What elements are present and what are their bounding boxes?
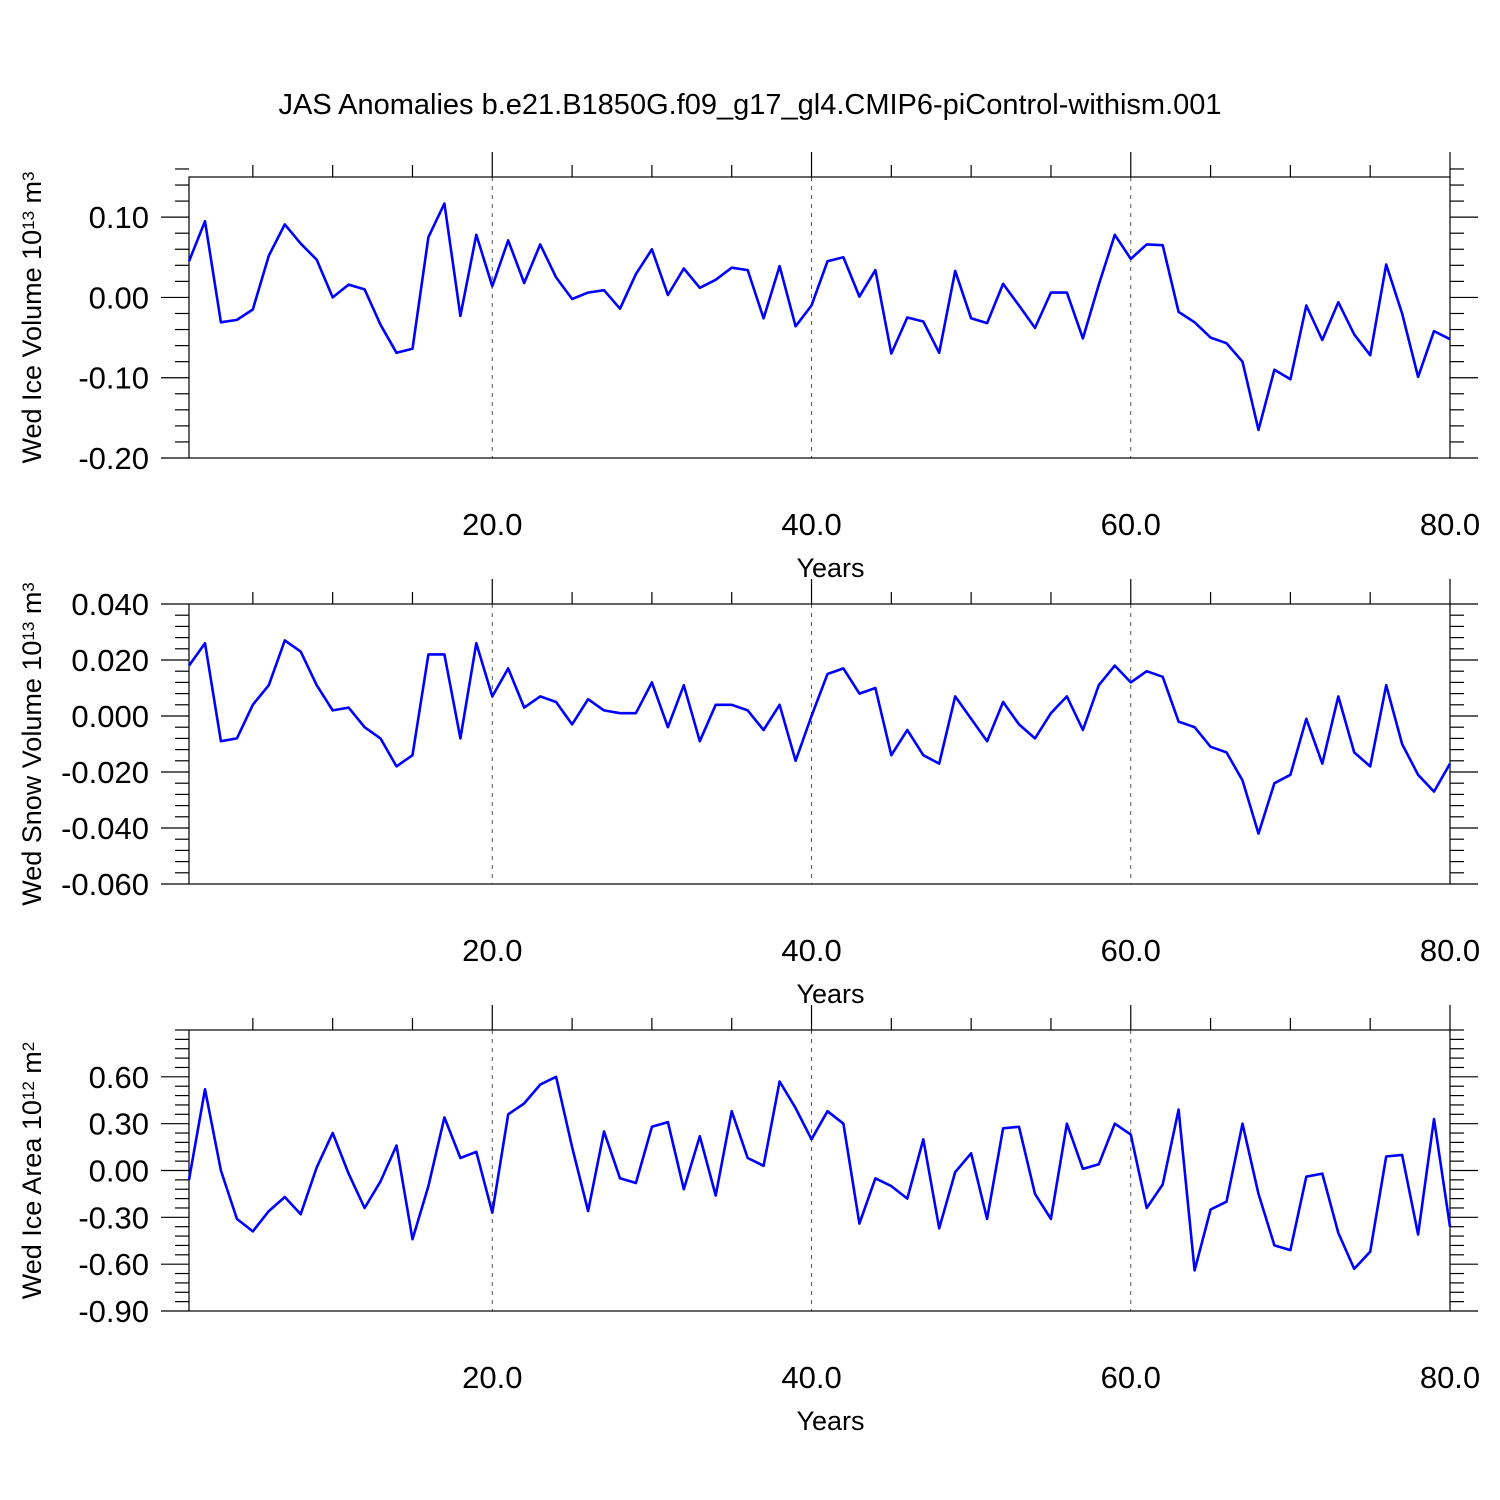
snow-volume-x-axis-label: Years (796, 979, 864, 1009)
snow-volume-ytick-label: -0.040 (61, 811, 149, 846)
snow-volume-xtick-label: 60.0 (1101, 933, 1161, 968)
snow-volume-ylabel-ylabel-unit: m (17, 592, 47, 622)
ice-volume-ytick-label: -0.20 (78, 441, 149, 476)
ice-volume-xtick-label: 60.0 (1101, 507, 1161, 542)
ice-volume-ylabel-ylabel-unit: m (17, 181, 47, 211)
ice-volume-xtick-label: 20.0 (462, 507, 522, 542)
ice-area-ytick-label: 0.00 (89, 1154, 149, 1189)
ice-volume-ylabel-ylabel-exponent: 13 (19, 211, 38, 230)
panel-snow-volume: -0.060 -0.040 -0.020 0.000 0.020 0.040 20.0 40.… (17, 579, 1480, 1009)
ice-volume-ytick-label: 0.00 (89, 280, 149, 315)
ice-area-series-line (187, 1075, 1452, 1272)
snow-volume-xtick-label: 20.0 (462, 933, 522, 968)
snow-volume-xtick-label: 80.0 (1420, 933, 1480, 968)
panel-ice-area: -0.90 -0.60 -0.30 0.00 0.30 0.60 20.0 40.0 60.0 8… (17, 1005, 1480, 1436)
ice-volume-ylabel-ylabel-unit-exponent: 3 (19, 171, 38, 180)
snow-volume-series-line (187, 639, 1452, 835)
ice-volume-xtick-label: 40.0 (781, 507, 841, 542)
ice-area-ytick-label: 0.60 (89, 1060, 149, 1095)
ice-area-ytick-label: -0.90 (78, 1294, 149, 1329)
ice-area-x-axis-label: Years (796, 1406, 864, 1436)
ice-volume-series-line (187, 202, 1451, 432)
snow-volume-plot-frame (188, 603, 1451, 885)
ice-area-ytick-label: -0.30 (78, 1200, 149, 1235)
ice-volume-ytick-label: 0.10 (89, 200, 149, 235)
snow-volume-ylabel-ylabel-exponent: 13 (19, 622, 38, 641)
ice-area-xtick-label: 60.0 (1101, 1360, 1161, 1395)
ice-area-ylabel-ylabel: Wed Ice Area 10 (17, 1100, 47, 1299)
snow-volume-y-axis-label: Wed Snow Volume 1013 m3 (17, 582, 47, 906)
ice-volume-plot-frame (188, 176, 1451, 459)
ice-area-ylabel-ylabel-exponent: 12 (19, 1081, 38, 1100)
ice-area-xtick-label: 40.0 (781, 1360, 841, 1395)
ice-area-xtick-label: 80.0 (1420, 1360, 1480, 1395)
ice-volume-y-axis-label: Wed Ice Volume 1013 m3 (17, 171, 47, 463)
snow-volume-xtick-label: 40.0 (781, 933, 841, 968)
main-title: JAS Anomalies b.e21.B1850G.f09_g17_gl4.C… (278, 89, 1221, 121)
snow-volume-ytick-label: 0.020 (71, 643, 149, 678)
snow-volume-ytick-label: -0.060 (61, 867, 149, 902)
ice-area-ytick-label: -0.60 (78, 1247, 149, 1282)
snow-volume-ylabel-ylabel: Wed Snow Volume 10 (17, 641, 47, 906)
snow-volume-ytick-label: -0.020 (61, 755, 149, 790)
ice-volume-ylabel-ylabel: Wed Ice Volume 10 (17, 230, 47, 464)
panel-ice-volume: -0.20 -0.10 0.00 0.10 20.0 40.0 60.0 80.0 Years W… (17, 152, 1480, 583)
snow-volume-ylabel-ylabel-unit-exponent: 3 (19, 582, 38, 591)
ice-volume-xtick-label: 80.0 (1420, 507, 1480, 542)
ice-area-ylabel-ylabel-unit: m (17, 1051, 47, 1081)
ice-area-plot-frame (188, 1029, 1451, 1312)
ice-area-xtick-label: 20.0 (462, 1360, 522, 1395)
ice-area-y-axis-label: Wed Ice Area 1012 m2 (17, 1042, 47, 1300)
ice-area-ylabel-ylabel-unit-exponent: 2 (19, 1042, 38, 1051)
ice-volume-x-axis-label: Years (796, 553, 864, 583)
snow-volume-ytick-label: 0.040 (71, 587, 149, 622)
ice-volume-ytick-label: -0.10 (78, 361, 149, 396)
ice-area-ytick-label: 0.30 (89, 1107, 149, 1142)
snow-volume-ytick-label: 0.000 (71, 699, 149, 734)
